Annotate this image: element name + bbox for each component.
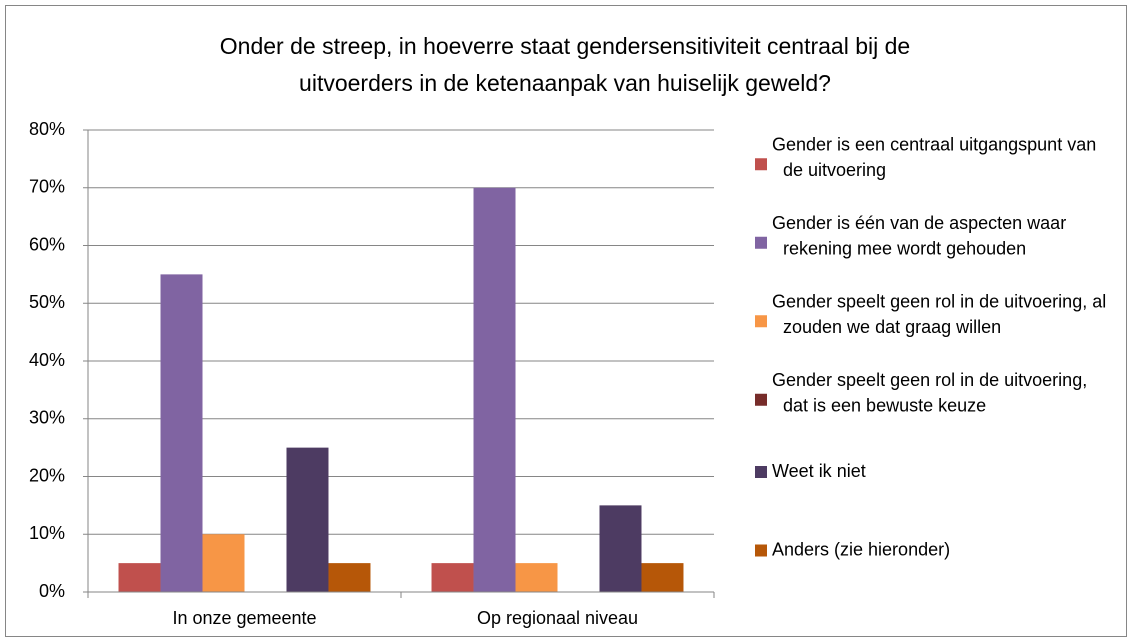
title-line: uitvoerders in de ketenaanpak van huisel… [299,70,831,96]
legend-swatch [755,544,767,557]
y-tick-label: 70% [29,177,65,197]
bar [641,563,684,592]
legend-line: rekening mee wordt gehouden [783,238,1026,258]
legend-swatch [755,315,767,328]
legend-line: Weet ik niet [772,461,866,481]
y-tick-label: 80% [29,119,65,139]
y-tick-label: 10% [29,523,65,543]
bar [473,187,516,592]
legend-line: dat is een bewuste keuze [783,395,986,415]
legend-label: Gender is één van de aspecten waar rekeni… [772,213,1066,259]
legend-swatch [755,393,767,406]
bar [431,563,474,592]
legend-line: zouden we dat graag willen [783,317,1001,337]
legend-line: Anders (zie hieronder) [772,539,950,559]
bar [160,274,203,592]
legend-swatch [755,158,767,171]
bar [286,447,329,592]
legend-line: Gender speelt geen rol in de uitvoering, [772,370,1087,390]
chart-title: Onder de streep, in hoeverre staat gende… [220,33,910,96]
x-tick-label: In onze gemeente [172,608,316,628]
legend-swatch [755,466,767,478]
bar [202,534,245,592]
legend-label: Gender is een centraal uitgangspunt van d… [772,134,1096,180]
legend-line: de uitvoering [783,160,886,180]
legend-line: Gender is een centraal uitgangspunt van [772,134,1096,154]
bar [599,505,642,592]
x-tick-label: Op regionaal niveau [477,608,638,628]
legend-label: Gender speelt geen rol in de uitvoering,… [772,370,1087,416]
y-tick-label: 0% [39,581,65,601]
y-tick-label: 20% [29,465,65,485]
y-tick-label: 30% [29,408,65,428]
title-line: Onder de streep, in hoeverre staat gende… [220,33,910,59]
bar [118,563,161,592]
legend-swatch [755,236,767,249]
y-tick-label: 40% [29,350,65,370]
bar [328,563,371,592]
legend-label: Weet ik niet [772,461,866,481]
y-tick-label: 50% [29,292,65,312]
y-tick-label: 60% [29,234,65,254]
legend-label: Gender speelt geen rol in de uitvoering,… [772,291,1106,337]
legend-line: Gender speelt geen rol in de uitvoering,… [772,291,1106,311]
legend-line: Gender is één van de aspecten waar [772,213,1066,233]
bar [515,563,558,592]
legend-label: Anders (zie hieronder) [772,539,950,559]
